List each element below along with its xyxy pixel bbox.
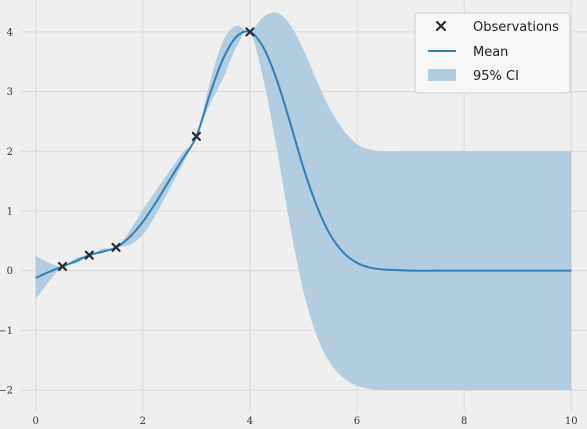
y-tick-label: −2 — [0, 386, 13, 397]
y-tick-label: 4 — [7, 27, 13, 38]
x-tick-label: 8 — [461, 416, 467, 427]
x-tick-label: 0 — [33, 416, 39, 427]
y-tick-label: 0 — [7, 266, 13, 277]
confidence-band — [35, 12, 572, 391]
observation-point — [191, 131, 201, 141]
legend-observations-marker — [435, 20, 447, 32]
legend: Observations Mean 95% CI — [414, 12, 571, 94]
y-tick-label: −1 — [0, 326, 13, 337]
observation-point — [84, 250, 94, 260]
legend-ci-label: 95% CI — [473, 69, 519, 84]
tick-labels: 0 2 4 6 8 10 −2 −1 0 1 2 3 4 — [0, 27, 578, 427]
legend-observations-label: Observations — [473, 20, 559, 35]
y-tick-label: 2 — [7, 147, 13, 158]
confidence-band-layer — [35, 12, 572, 391]
legend-ci-swatch — [428, 69, 456, 81]
y-tick-label: 1 — [7, 206, 13, 217]
x-tick-label: 2 — [140, 416, 146, 427]
observation-point — [245, 27, 255, 37]
x-tick-label: 6 — [354, 416, 360, 427]
observation-point — [111, 242, 121, 252]
x-tick-label: 4 — [247, 416, 253, 427]
observation-point — [57, 261, 68, 272]
legend-mean-label: Mean — [473, 45, 508, 60]
observations-layer — [57, 27, 255, 272]
x-tick-label: 10 — [565, 416, 578, 427]
y-tick-label: 3 — [7, 87, 13, 98]
